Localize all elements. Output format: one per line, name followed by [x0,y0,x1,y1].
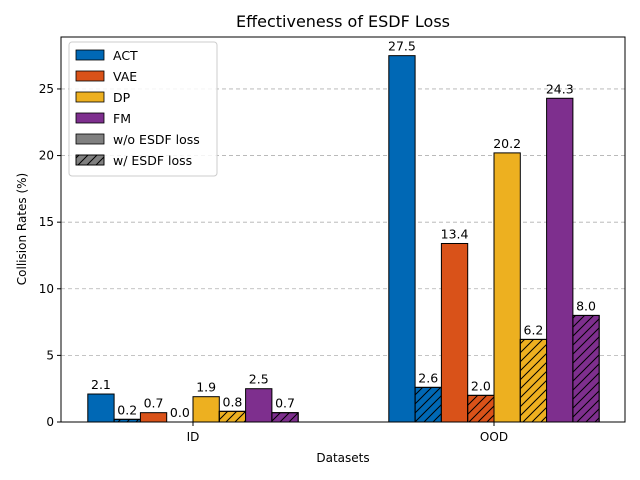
data-label: 6.2 [524,322,544,337]
legend-swatch-hatch [75,154,105,166]
plot-frame [60,36,626,423]
x-axis: ID OOD [187,422,508,444]
x-tick-label: ID [187,430,200,444]
data-label: 1.9 [196,380,216,395]
data-label: 20.2 [493,136,521,151]
bar-act-without-esdf-id [87,393,115,423]
data-labels: 2.1 0.2 0.7 0.0 1.9 0.8 2.5 0.7 27.5 2.6 13.4 2.0 20… [91,39,596,420]
data-label: 13.4 [441,226,469,241]
legend-label: DP [113,90,131,105]
legend-swatch [75,91,105,103]
bar-fm-without-esdf-ood [546,97,574,423]
data-label: 0.2 [117,402,137,417]
y-tick-label: 20 [39,149,54,163]
legend-swatch [75,70,105,82]
legend: ACT VAE DP FM w/o ESDF loss w/ ESDF loss [68,41,218,177]
bar-hatch [414,386,442,423]
legend-swatch [75,49,105,61]
data-label: 2.0 [471,378,491,393]
chart-title: Effectiveness of ESDF Loss [236,12,450,31]
legend-box [68,41,218,177]
bar-vae-without-esdf-ood [440,242,469,423]
bar-vae-without-esdf-id [139,412,168,423]
data-label: 0.7 [275,396,295,411]
data-label: 2.1 [91,377,111,392]
y-axis: 0 5 10 15 20 25 [39,82,61,429]
bar-fm-without-esdf-id [245,388,273,423]
data-label: 24.3 [546,81,574,96]
bars [87,55,600,423]
data-label: 0.7 [144,396,164,411]
bar-hatch [519,338,548,423]
y-tick-label: 0 [46,415,54,429]
data-label: 8.0 [576,298,596,313]
data-label: 2.5 [249,372,269,387]
data-label: 27.5 [388,39,416,54]
data-label: 0.0 [170,405,190,420]
y-tick-label: 15 [39,215,54,229]
legend-label: w/o ESDF loss [113,132,200,147]
y-tick-label: 10 [39,282,54,296]
y-tick-label: 25 [39,82,54,96]
bar-hatch [572,314,600,423]
x-tick-label: OOD [480,430,508,444]
legend-label: FM [113,111,131,126]
data-label: 2.6 [418,370,438,385]
legend-swatch [75,133,105,145]
legend-label: w/ ESDF loss [113,153,192,168]
bar-hatch [467,394,495,423]
y-tick-label: 5 [46,348,54,362]
bar-hatch [271,412,299,423]
x-axis-label: Datasets [316,451,369,465]
legend-label: ACT [113,48,138,63]
bar-dp-without-esdf-ood [493,152,521,423]
legend-swatch [75,112,105,124]
bar-dp-without-esdf-id [192,396,220,423]
data-label: 0.8 [223,394,243,409]
y-axis-label: Collision Rates (%) [15,173,29,285]
legend-label: VAE [113,69,137,84]
bar-hatch [218,410,247,423]
bar-act-without-esdf-ood [388,55,416,423]
